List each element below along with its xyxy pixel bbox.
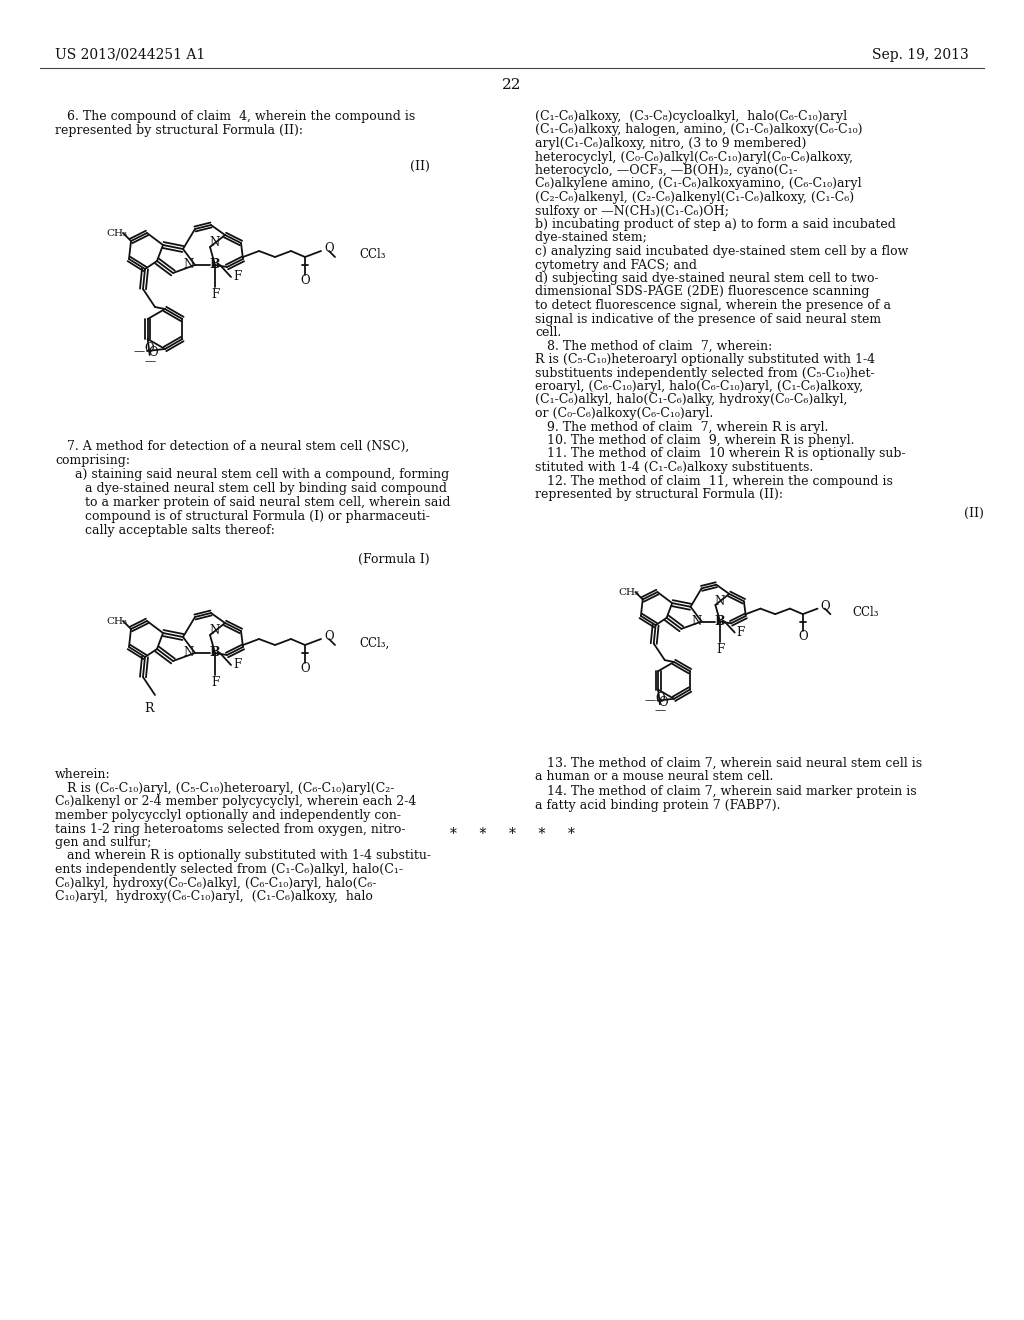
Text: (C₂-C₆)alkenyl, (C₂-C₆)alkenyl(C₁-C₆)alkoxy, (C₁-C₆): (C₂-C₆)alkenyl, (C₂-C₆)alkenyl(C₁-C₆)alk… xyxy=(535,191,854,205)
Text: b) incubating product of step a) to form a said incubated: b) incubating product of step a) to form… xyxy=(535,218,896,231)
Text: a human or a mouse neural stem cell.: a human or a mouse neural stem cell. xyxy=(535,771,773,784)
Text: O: O xyxy=(658,696,668,709)
Text: heterocyclyl, (C₀-C₆)alkyl(C₆-C₁₀)aryl(C₀-C₆)alkoxy,: heterocyclyl, (C₀-C₆)alkyl(C₆-C₁₀)aryl(C… xyxy=(535,150,853,164)
Text: dye-stained stem;: dye-stained stem; xyxy=(535,231,647,244)
Text: N: N xyxy=(210,236,220,249)
Text: B: B xyxy=(210,259,220,272)
Text: B: B xyxy=(210,647,220,660)
Text: 12. The method of claim  11, wherein the compound is: 12. The method of claim 11, wherein the … xyxy=(535,474,893,487)
Text: gen and sulfur;: gen and sulfur; xyxy=(55,836,152,849)
Text: R is (C₆-C₁₀)aryl, (C₅-C₁₀)heteroaryl, (C₆-C₁₀)aryl(C₂-: R is (C₆-C₁₀)aryl, (C₅-C₁₀)heteroaryl, (… xyxy=(55,781,394,795)
Text: member polycycclyl optionally and independently con-: member polycycclyl optionally and indepe… xyxy=(55,809,401,822)
Text: O: O xyxy=(144,342,155,355)
Text: cally acceptable salts thereof:: cally acceptable salts thereof: xyxy=(85,524,274,537)
Text: a) staining said neural stem cell with a compound, forming: a) staining said neural stem cell with a… xyxy=(75,469,450,480)
Text: F: F xyxy=(211,289,219,301)
Text: sulfoxy or —N(CH₃)(C₁-C₆)OH;: sulfoxy or —N(CH₃)(C₁-C₆)OH; xyxy=(535,205,729,218)
Text: wherein:: wherein: xyxy=(55,768,111,781)
Text: a dye-stained neural stem cell by binding said compound: a dye-stained neural stem cell by bindin… xyxy=(85,482,447,495)
Text: heterocyclo, —OCF₃, —B(OH)₂, cyano(C₁-: heterocyclo, —OCF₃, —B(OH)₂, cyano(C₁- xyxy=(535,164,798,177)
Text: US 2013/0244251 A1: US 2013/0244251 A1 xyxy=(55,48,205,62)
Text: (C₁-C₆)alkoxy, halogen, amino, (C₁-C₆)alkoxy(C₆-C₁₀): (C₁-C₆)alkoxy, halogen, amino, (C₁-C₆)al… xyxy=(535,124,862,136)
Text: R is (C₅-C₁₀)heteroaryl optionally substituted with 1-4: R is (C₅-C₁₀)heteroaryl optionally subst… xyxy=(535,352,876,366)
Text: 11. The method of claim  10 wherein R is optionally sub-: 11. The method of claim 10 wherein R is … xyxy=(535,447,905,461)
Text: C₆)alkyl, hydroxy(C₀-C₆)alkyl, (C₆-C₁₀)aryl, halo(C₆-: C₆)alkyl, hydroxy(C₀-C₆)alkyl, (C₆-C₁₀)a… xyxy=(55,876,377,890)
Text: —: — xyxy=(654,705,666,715)
Text: —: — xyxy=(644,696,655,706)
Text: O: O xyxy=(300,275,310,288)
Text: 14. The method of claim 7, wherein said marker protein is: 14. The method of claim 7, wherein said … xyxy=(535,784,916,797)
Text: CH₃: CH₃ xyxy=(106,228,127,238)
Text: eroaryl, (C₆-C₁₀)aryl, halo(C₆-C₁₀)aryl, (C₁-C₆)alkoxy,: eroaryl, (C₆-C₁₀)aryl, halo(C₆-C₁₀)aryl,… xyxy=(535,380,863,393)
Text: cell.: cell. xyxy=(535,326,561,339)
Text: 6. The compound of claim  4, wherein the compound is: 6. The compound of claim 4, wherein the … xyxy=(55,110,416,123)
Text: O: O xyxy=(655,692,665,705)
Text: CH₃: CH₃ xyxy=(106,616,127,626)
Text: —: — xyxy=(144,356,156,366)
Text: tains 1-2 ring heteroatoms selected from oxygen, nitro-: tains 1-2 ring heteroatoms selected from… xyxy=(55,822,406,836)
Text: O: O xyxy=(148,346,158,359)
Text: B: B xyxy=(715,615,725,628)
Text: *   *   *   *   *: * * * * * xyxy=(450,826,574,841)
Text: 10. The method of claim  9, wherein R is phenyl.: 10. The method of claim 9, wherein R is … xyxy=(535,434,854,447)
Text: Sep. 19, 2013: Sep. 19, 2013 xyxy=(872,48,969,62)
Text: represented by structural Formula (II):: represented by structural Formula (II): xyxy=(55,124,303,137)
Text: to detect fluorescence signal, wherein the presence of a: to detect fluorescence signal, wherein t… xyxy=(535,300,891,312)
Text: to a marker protein of said neural stem cell, wherein said: to a marker protein of said neural stem … xyxy=(85,496,451,510)
Text: represented by structural Formula (II):: represented by structural Formula (II): xyxy=(535,488,783,502)
Text: CCl₃: CCl₃ xyxy=(359,248,385,261)
Text: signal is indicative of the presence of said neural stem: signal is indicative of the presence of … xyxy=(535,313,881,326)
Text: 22: 22 xyxy=(502,78,522,92)
Text: (C₁-C₆)alkyl, halo(C₁-C₆)alky, hydroxy(C₀-C₆)alkyl,: (C₁-C₆)alkyl, halo(C₁-C₆)alky, hydroxy(C… xyxy=(535,393,848,407)
Text: cytometry and FACS; and: cytometry and FACS; and xyxy=(535,259,697,272)
Text: and wherein R is optionally substituted with 1-4 substitu-: and wherein R is optionally substituted … xyxy=(55,850,431,862)
Text: CCl₃,: CCl₃, xyxy=(359,636,389,649)
Text: C₆)alkylene amino, (C₁-C₆)alkoxyamino, (C₆-C₁₀)aryl: C₆)alkylene amino, (C₁-C₆)alkoxyamino, (… xyxy=(535,177,861,190)
Text: 13. The method of claim 7, wherein said neural stem cell is: 13. The method of claim 7, wherein said … xyxy=(535,756,923,770)
Text: F: F xyxy=(232,271,241,284)
Text: or (C₀-C₆)alkoxy(C₆-C₁₀)aryl.: or (C₀-C₆)alkoxy(C₆-C₁₀)aryl. xyxy=(535,407,714,420)
Text: compound is of structural Formula (I) or pharmaceuti-: compound is of structural Formula (I) or… xyxy=(85,510,430,523)
Text: 7. A method for detection of a neural stem cell (NSC),: 7. A method for detection of a neural st… xyxy=(55,440,410,453)
Text: (II): (II) xyxy=(411,160,430,173)
Text: O: O xyxy=(300,663,310,676)
Text: 9. The method of claim  7, wherein R is aryl.: 9. The method of claim 7, wherein R is a… xyxy=(535,421,828,433)
Text: F: F xyxy=(716,643,724,656)
Text: d) subjecting said dye-stained neural stem cell to two-: d) subjecting said dye-stained neural st… xyxy=(535,272,879,285)
Text: F: F xyxy=(232,659,241,672)
Text: a fatty acid binding protein 7 (FABP7).: a fatty acid binding protein 7 (FABP7). xyxy=(535,799,780,812)
Text: 8. The method of claim  7, wherein:: 8. The method of claim 7, wherein: xyxy=(535,339,772,352)
Text: —: — xyxy=(133,346,144,356)
Text: stituted with 1-4 (C₁-C₆)alkoxy substituents.: stituted with 1-4 (C₁-C₆)alkoxy substitu… xyxy=(535,461,813,474)
Text: CCl₃: CCl₃ xyxy=(852,606,879,619)
Text: (Formula I): (Formula I) xyxy=(358,553,430,566)
Text: N: N xyxy=(210,624,220,638)
Text: O: O xyxy=(324,631,334,644)
Text: comprising:: comprising: xyxy=(55,454,130,467)
Text: ents independently selected from (C₁-C₆)alkyl, halo(C₁-: ents independently selected from (C₁-C₆)… xyxy=(55,863,403,876)
Text: R: R xyxy=(144,702,154,715)
Text: C₁₀)aryl,  hydroxy(C₆-C₁₀)aryl,  (C₁-C₆)alkoxy,  halo: C₁₀)aryl, hydroxy(C₆-C₁₀)aryl, (C₁-C₆)al… xyxy=(55,890,373,903)
Text: F: F xyxy=(736,626,744,639)
Text: C₆)alkenyl or 2-4 member polycycyclyl, wherein each 2-4: C₆)alkenyl or 2-4 member polycycyclyl, w… xyxy=(55,796,417,808)
Text: N: N xyxy=(184,647,195,660)
Text: N: N xyxy=(691,615,701,628)
Text: (C₁-C₆)alkoxy,  (C₃-C₈)cycloalkyl,  halo(C₆-C₁₀)aryl: (C₁-C₆)alkoxy, (C₃-C₈)cycloalkyl, halo(C… xyxy=(535,110,847,123)
Text: CH₃: CH₃ xyxy=(618,587,639,597)
Text: O: O xyxy=(820,601,829,614)
Text: substituents independently selected from (C₅-C₁₀)het-: substituents independently selected from… xyxy=(535,367,874,380)
Text: O: O xyxy=(798,630,808,643)
Text: N: N xyxy=(184,259,195,272)
Text: (II): (II) xyxy=(965,507,984,520)
Text: N: N xyxy=(715,595,725,607)
Text: aryl(C₁-C₆)alkoxy, nitro, (3 to 9 membered): aryl(C₁-C₆)alkoxy, nitro, (3 to 9 member… xyxy=(535,137,806,150)
Text: dimensional SDS-PAGE (2DE) fluorescence scanning: dimensional SDS-PAGE (2DE) fluorescence … xyxy=(535,285,869,298)
Text: O: O xyxy=(324,243,334,256)
Text: c) analyzing said incubated dye-stained stem cell by a flow: c) analyzing said incubated dye-stained … xyxy=(535,246,908,257)
Text: F: F xyxy=(211,676,219,689)
